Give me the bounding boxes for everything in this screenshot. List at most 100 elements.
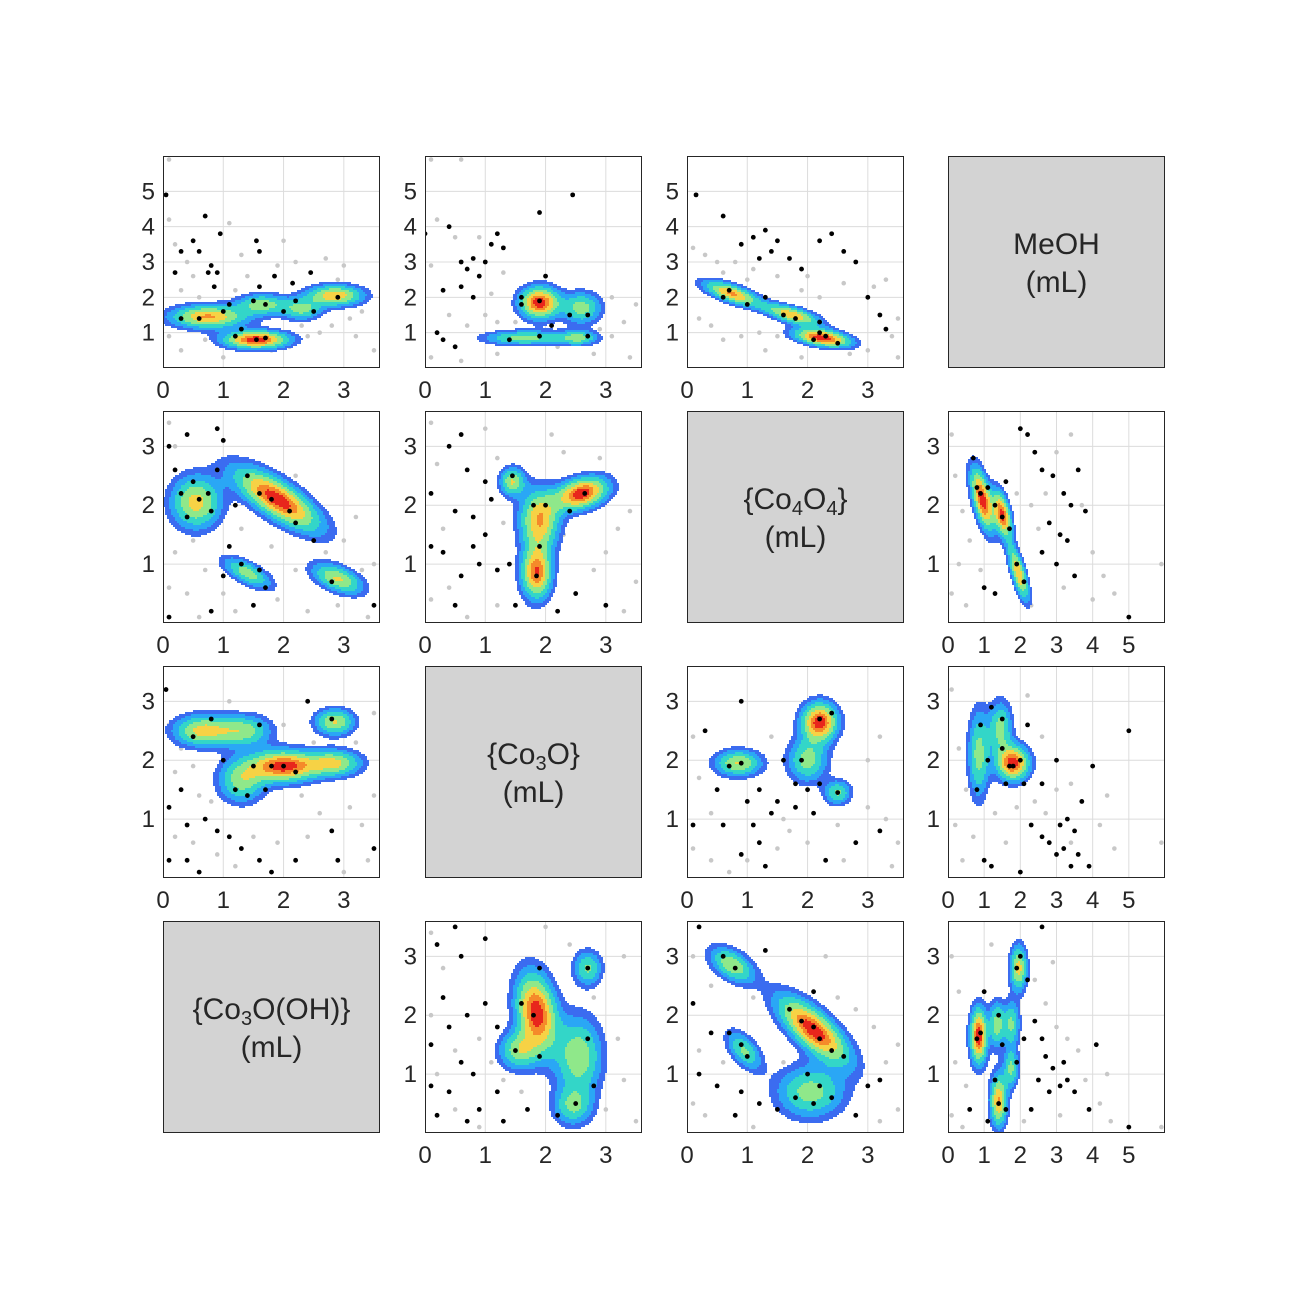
black-point [190, 734, 196, 740]
black-point [446, 224, 452, 230]
grey-point [166, 420, 172, 426]
grey-point [1025, 693, 1030, 698]
black-point [190, 238, 196, 244]
x-tick-label: 2 [539, 1142, 552, 1169]
panel-border [163, 666, 380, 878]
grey-point [359, 567, 365, 573]
grey-point [501, 520, 506, 526]
grey-point [299, 323, 304, 328]
grey-point [799, 355, 804, 360]
black-point [981, 585, 987, 591]
black-point [214, 426, 220, 432]
y-tick-label: 4 [666, 214, 679, 241]
black-point [974, 787, 980, 793]
black-point [371, 846, 377, 851]
black-point [184, 514, 190, 520]
grey-point [172, 242, 178, 247]
black-point [787, 256, 792, 261]
black-point [272, 273, 277, 279]
black-point [1039, 781, 1045, 787]
black-point [494, 567, 500, 573]
grey-point [452, 1107, 458, 1112]
grey-point [621, 319, 627, 325]
black-point [690, 1001, 696, 1006]
black-point [1061, 846, 1067, 851]
black-point [506, 561, 512, 567]
panel-co3ooh-vs-co3o: 0 1 2 3 1 2 3 [404, 921, 642, 1169]
black-point [744, 799, 750, 804]
black-point [877, 312, 883, 318]
black-point [208, 508, 214, 514]
grey-point [865, 348, 871, 353]
black-point [549, 323, 554, 328]
grey-point [353, 514, 359, 520]
grey-point [501, 270, 506, 275]
grey-point [1075, 1048, 1081, 1053]
black-point [1072, 828, 1077, 834]
black-point [534, 573, 539, 579]
grey-point [239, 526, 244, 532]
grey-point [233, 863, 238, 869]
black-point [293, 298, 299, 304]
grey-point [708, 858, 714, 863]
black-point [573, 591, 579, 596]
grey-point [549, 432, 554, 437]
y-tick-label: 3 [404, 943, 417, 970]
x-tick-label: 1 [479, 377, 492, 404]
black-point [1039, 834, 1045, 840]
density-contours [709, 694, 853, 806]
grey-point [883, 277, 889, 282]
grey-point [963, 787, 969, 792]
black-point [1050, 473, 1056, 479]
variable-unit: (mL) [1026, 266, 1088, 299]
density-contours [966, 939, 1030, 1133]
black-point [494, 1089, 500, 1095]
black-point [226, 834, 232, 840]
grey-point [696, 316, 702, 321]
grey-point [489, 291, 494, 297]
grey-point [847, 351, 853, 357]
black-point [1086, 863, 1092, 869]
grey-point [446, 585, 452, 590]
grey-point [281, 722, 286, 728]
panel-border [425, 921, 642, 1133]
grey-point [627, 355, 633, 360]
panel-border [687, 156, 904, 368]
x-tick-label: 0 [941, 887, 954, 914]
x-tick-label: 0 [156, 632, 169, 659]
black-point [985, 1118, 991, 1124]
grey-point [233, 608, 238, 614]
grey-point [482, 426, 488, 431]
grey-point [949, 954, 954, 959]
grey-point [347, 805, 353, 810]
black-point [220, 757, 226, 763]
black-point [978, 722, 983, 728]
x-tick-label: 3 [1050, 887, 1063, 914]
black-point [738, 760, 744, 766]
black-point [1021, 1036, 1027, 1042]
grey-point [1032, 977, 1038, 983]
density-level-5 [191, 292, 347, 346]
black-point [1025, 722, 1030, 728]
y-tick-label: 1 [404, 320, 417, 347]
x-tick-label: 1 [217, 377, 230, 404]
grey-point [1043, 491, 1048, 496]
grey-point [603, 1107, 609, 1112]
density-contours [477, 280, 605, 346]
x-tick-label: 2 [277, 632, 290, 659]
grey-point [1097, 1101, 1103, 1106]
grey-point [823, 954, 828, 959]
grey-point [476, 1036, 482, 1042]
black-point [1054, 561, 1059, 567]
panel-plot-area [425, 157, 639, 364]
black-point [482, 936, 488, 942]
black-point [720, 822, 726, 828]
y-tick-label: 3 [927, 943, 940, 970]
black-point [756, 840, 762, 846]
x-tick-label: 4 [1086, 632, 1099, 659]
black-point [513, 1048, 518, 1053]
grey-point [1079, 502, 1085, 508]
panel-plot-area [163, 687, 377, 875]
grey-point [960, 508, 965, 514]
black-point [214, 467, 220, 473]
